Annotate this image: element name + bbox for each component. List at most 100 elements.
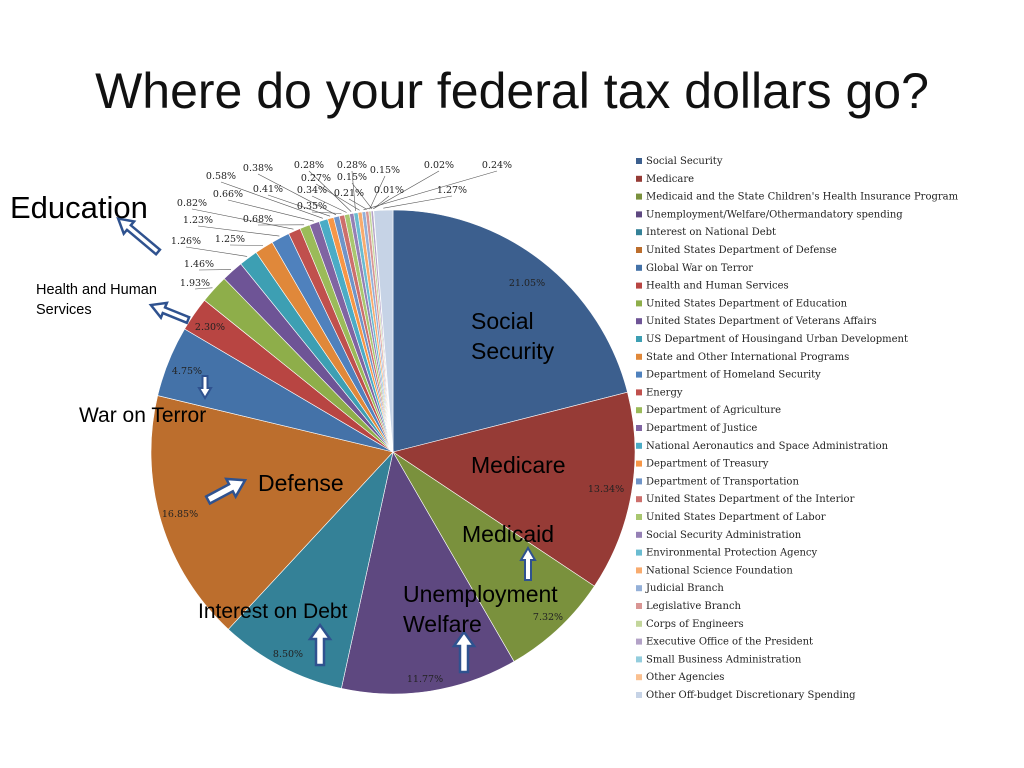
leader-line-united-states-department-of-labor: [311, 195, 347, 213]
callout-health-line2: Services: [36, 302, 92, 318]
legend-swatch-united-states-department-of-defense: [636, 247, 642, 253]
legend-label-small-business-administration: Small Business Administration: [646, 654, 802, 665]
pct-label-national-science-foundation: 0.27%: [301, 173, 331, 184]
pct-label-state-and-other-international-programs: 1.25%: [215, 234, 245, 245]
legend-label-us-department-of-housingand-urban-development: US Department of Housingand Urban Develo…: [646, 334, 908, 345]
leader-line-energy: [191, 208, 294, 230]
slice-other-off-budget-discretionary-spending: [373, 209, 394, 453]
pct-label-medicare: 13.34%: [588, 484, 624, 495]
pct-label-unemployment-welfare-othermandatory-spending: 11.77%: [407, 674, 443, 685]
pct-label-energy: 0.82%: [177, 198, 207, 209]
pct-label-united-states-department-of-the-interior: 0.35%: [297, 201, 327, 212]
leader-line-us-department-of-housingand-urban-development: [185, 246, 248, 257]
unemployment-arrow-icon: [451, 629, 477, 674]
legend-swatch-other-agencies: [636, 674, 642, 681]
callout-war-on-terror: War on Terror: [79, 404, 206, 427]
leader-line-other-off-budget-discretionary-spending: [383, 195, 453, 209]
legend-label-interest-on-national-debt: Interest on National Debt: [646, 227, 776, 238]
pct-label-department-of-transportation: 0.38%: [243, 163, 273, 174]
education-arrow-icon: [116, 216, 162, 257]
legend-swatch-united-states-department-of-the-interior: [636, 496, 642, 503]
legend-label-environmental-protection-agency: Environmental Protection Agency: [646, 548, 818, 559]
legend-label-social-security-administration: Social Security Administration: [646, 530, 802, 541]
legend-swatch-department-of-agriculture: [636, 407, 642, 414]
legend-label-united-states-department-of-education: United States Department of Education: [646, 298, 848, 309]
pct-label-health-and-human-services: 2.30%: [195, 322, 225, 333]
legend-swatch-national-aeronautics-and-space-administration: [636, 442, 642, 449]
legend-label-energy: Energy: [646, 387, 683, 398]
pct-label-united-states-department-of-education: 1.93%: [180, 278, 210, 289]
legend-swatch-other-off-budget-discretionary-spending: [636, 692, 642, 698]
leader-line-environmental-protection-agency: [351, 170, 356, 211]
pct-label-medicaid-and-the-state-children-s-health-insurance-program: 7.32%: [533, 612, 563, 623]
callout-education: Education: [10, 190, 148, 225]
legend-swatch-us-department-of-housingand-urban-development: [636, 336, 642, 342]
callout-social-security-line2: Security: [471, 338, 555, 364]
legend-label-medicaid-and-the-state-children-s-health-insurance-program: Medicaid and the State Children's Health…: [646, 192, 959, 203]
leader-line-united-states-department-of-the-interior: [311, 211, 342, 214]
callout-medicaid: Medicaid: [462, 521, 554, 547]
pct-label-social-security: 21.05%: [509, 278, 545, 289]
callout-defense: Defense: [258, 470, 344, 496]
legend-swatch-corps-of-engineers: [636, 620, 642, 627]
leader-line-small-business-administration: [373, 170, 440, 210]
legend-label-unemployment-welfare-othermandatory-spending: Unemployment/Welfare/Othermandatory spen…: [646, 209, 903, 220]
legend-label-social-security: Social Security: [646, 156, 723, 167]
slice-medicare: [392, 391, 636, 587]
legend-label-united-states-department-of-the-interior: United States Department of the Interior: [646, 494, 855, 505]
pct-label-us-department-of-housingand-urban-development: 1.26%: [171, 236, 201, 247]
legend-label-judicial-branch: Judicial Branch: [645, 583, 724, 594]
legend-label-global-war-on-terror: Global War on Terror: [646, 263, 753, 274]
legend-swatch-health-and-human-services: [636, 282, 642, 289]
leader-line-united-states-department-of-education: [194, 287, 213, 290]
leader-line-state-and-other-international-programs: [229, 244, 264, 246]
legend-label-legislative-branch: Legislative Branch: [646, 601, 742, 612]
pct-label-legislative-branch: 0.21%: [334, 188, 364, 199]
legend-swatch-united-states-department-of-education: [636, 300, 642, 307]
legend-swatch-legislative-branch: [636, 603, 642, 609]
pct-label-department-of-treasury: 0.41%: [253, 184, 283, 195]
defense-arrow-icon: [204, 477, 248, 506]
callout-social-security-line1: Social: [471, 308, 534, 334]
legend-swatch-unemployment-welfare-othermandatory-spending: [636, 211, 642, 218]
pct-label-interest-on-national-debt: 8.50%: [273, 649, 303, 660]
legend-label-state-and-other-international-programs: State and Other International Programs: [646, 352, 849, 363]
legend-swatch-department-of-justice: [636, 425, 642, 431]
slide-title: Where do your federal tax dollars go?: [95, 63, 929, 119]
callout-unemployment-line2: Welfare: [403, 611, 482, 637]
legend-swatch-interest-on-national-debt: [636, 229, 642, 236]
legend-label-department-of-justice: Department of Justice: [646, 423, 757, 434]
pct-label-other-agencies: 0.01%: [374, 185, 404, 196]
leader-line-department-of-transportation: [257, 173, 337, 216]
legend-swatch-department-of-transportation: [636, 478, 642, 485]
callout-unemployment-line1: Unemployment: [403, 581, 558, 607]
legend-label-united-states-department-of-defense: United States Department of Defense: [646, 245, 837, 256]
legend-label-national-aeronautics-and-space-administration: National Aeronautics and Space Administr…: [646, 441, 889, 452]
slice-unemployment-welfare-othermandatory-spending: [341, 451, 515, 695]
legend-label-united-states-department-of-labor: United States Department of Labor: [646, 512, 826, 523]
slice-interest-on-national-debt: [227, 450, 394, 689]
legend-label-national-science-foundation: National Science Foundation: [646, 565, 793, 576]
pct-label-national-aeronautics-and-space-administration: 0.58%: [206, 171, 236, 182]
health-arrow-icon: [148, 301, 191, 325]
leader-line-executive-office-of-the-president: [351, 182, 373, 210]
leader-line-corps-of-engineers: [369, 175, 386, 210]
legend-swatch-united-states-department-of-labor: [636, 514, 642, 520]
slice-medicaid-and-the-state-children-s-health-insurance-program: [392, 451, 595, 662]
legend-swatch-department-of-homeland-security: [636, 371, 642, 378]
callout-medicare: Medicare: [471, 452, 566, 478]
legend-label-department-of-homeland-security: Department of Homeland Security: [646, 370, 821, 381]
pct-label-department-of-justice: 0.66%: [213, 189, 243, 200]
legend-swatch-state-and-other-international-programs: [636, 353, 642, 360]
leader-line-judicial-branch: [363, 170, 498, 211]
pct-label-united-states-department-of-defense: 16.85%: [162, 509, 198, 520]
slice-social-security: [392, 209, 628, 453]
leader-line-legislative-branch: [348, 198, 368, 210]
legend-swatch-national-science-foundation: [636, 567, 642, 574]
legend-label-health-and-human-services: Health and Human Services: [646, 281, 789, 292]
leader-line-national-science-foundation: [315, 183, 360, 211]
pct-label-corps-of-engineers: 0.15%: [370, 165, 400, 176]
leader-line-department-of-justice: [227, 199, 314, 222]
legend-label-department-of-transportation: Department of Transportation: [646, 476, 799, 487]
